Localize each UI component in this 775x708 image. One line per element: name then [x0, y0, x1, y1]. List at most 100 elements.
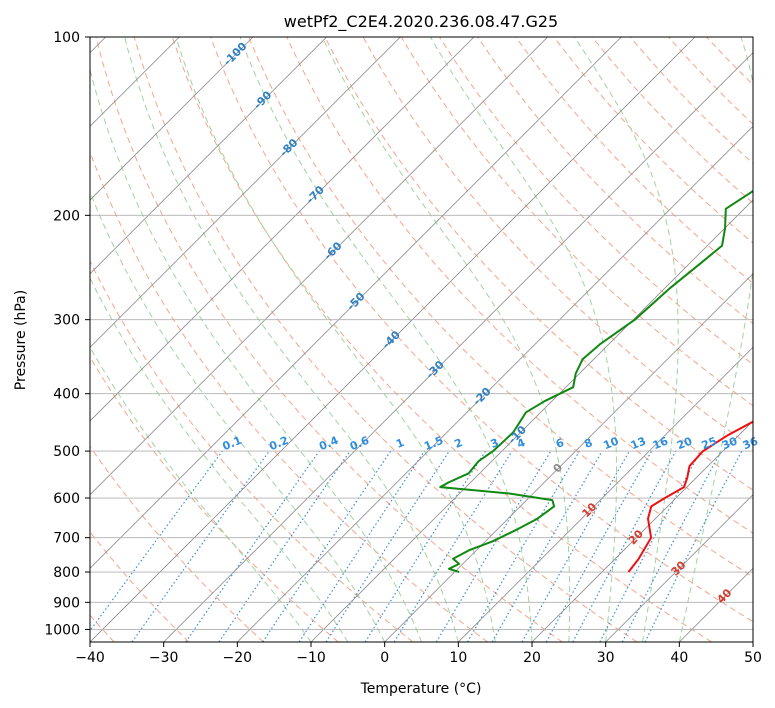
mixing-ratio-label: 2: [453, 436, 465, 451]
mixing-ratio-label: 0.1: [221, 434, 244, 453]
skewed-isotherm: [531, 420, 753, 642]
skewed-isotherm: [310, 199, 753, 642]
dry-adiabat: [515, 37, 753, 284]
isotherm-label: -100: [221, 39, 250, 68]
skewed-isotherm: [90, 37, 548, 496]
isotherm-label: 20: [626, 527, 646, 547]
y-tick-label: 900: [53, 595, 80, 611]
skewed-isotherm: [90, 37, 475, 422]
moist-adiabat: [90, 276, 349, 642]
dry-adiabat: [553, 37, 753, 244]
mixing-ratio-label: 13: [629, 435, 648, 453]
isotherm-label: 0: [551, 461, 566, 476]
skewed-isotherm: [458, 346, 753, 642]
skewed-isotherm: [90, 37, 254, 201]
mixing-ratio-label: 1: [394, 436, 406, 451]
y-tick-label: 700: [53, 531, 80, 547]
dry-adiabat: [591, 37, 753, 204]
dry-adiabat: [706, 37, 753, 86]
mixing-ratio-label: 30: [720, 434, 739, 452]
mixing-ratio-line: [90, 450, 223, 632]
skewed-isotherm: [163, 52, 753, 642]
moist-adiabat: [90, 190, 386, 642]
mixing-ratio-label: 36: [741, 434, 760, 452]
mixing-ratio-label: 20: [675, 434, 694, 452]
mixing-ratio-line: [364, 450, 486, 642]
mixing-ratio-line: [466, 450, 580, 642]
y-tick-label: 600: [53, 491, 80, 507]
isotherm-label: -80: [277, 136, 300, 159]
moist-adiabat: [321, 37, 571, 642]
mixing-ratio-line: [545, 450, 653, 642]
x-tick-label: −30: [149, 650, 179, 666]
y-tick-label: 300: [53, 313, 80, 329]
mixing-ratio-line: [185, 450, 320, 642]
dry-adiabat: [90, 445, 264, 642]
moist-adiabat: [90, 67, 422, 642]
moist-adiabat: [90, 346, 312, 642]
isotherm-label: -40: [380, 328, 403, 351]
mixing-ratio-label: 0.6: [348, 434, 371, 453]
moist-adiabat: [573, 37, 679, 642]
moist-adiabat: [429, 37, 617, 642]
skewed-isotherm: [90, 37, 622, 569]
isotherm-label: 30: [669, 558, 689, 578]
temperature-profile: [627, 420, 753, 573]
dry-adiabat: [95, 37, 563, 642]
skewed-isotherm: [679, 567, 753, 642]
x-tick-label: 20: [523, 650, 541, 666]
dry-adiabat: [90, 150, 488, 642]
x-tick-label: 10: [449, 650, 467, 666]
skewed-isotherm: [237, 125, 753, 642]
dry-adiabat: [668, 37, 753, 125]
mixing-ratio-line: [131, 450, 270, 642]
plot-profiles: [439, 189, 753, 573]
plot-frame: [89, 36, 754, 643]
moist-adiabat: [678, 37, 753, 642]
isopleth-labels: -100-90-80-70-60-50-40-30-20-10010203040…: [221, 39, 761, 606]
skewed-isotherm: [90, 37, 327, 275]
mixing-ratio-line: [262, 450, 392, 642]
skewed-isotherm: [90, 37, 696, 642]
chart-title: wetPf2_C2E4.2020.236.08.47.G25: [284, 12, 558, 32]
isotherm-label: 10: [579, 500, 599, 520]
plot-background-lines: [90, 37, 753, 642]
x-axis-label: Temperature (°C): [360, 681, 482, 697]
isotherm-label: -30: [424, 358, 447, 381]
mixing-ratio-label: 0.4: [317, 434, 340, 453]
skewed-isotherm: [384, 273, 753, 642]
moist-adiabat: [124, 37, 459, 642]
mixing-ratio-line: [644, 450, 743, 642]
mixing-ratio-label: 25: [700, 435, 719, 453]
mixing-ratio-label: 0.2: [267, 434, 290, 453]
y-tick-label: 800: [53, 565, 80, 581]
y-tick-label: 200: [53, 208, 80, 224]
dry-adiabat: [210, 37, 753, 623]
dry-adiabat: [286, 37, 753, 534]
isotherm-label: -70: [304, 183, 327, 206]
mixing-ratio-line: [572, 450, 677, 642]
skewed-isotherm: [605, 494, 753, 642]
moist-adiabat: [239, 37, 533, 642]
mixing-ratio-line: [325, 450, 450, 642]
isotherm-label: 40: [714, 586, 734, 606]
dry-adiabat: [133, 37, 638, 642]
dry-adiabat: [171, 37, 712, 642]
y-tick-label: 500: [53, 444, 80, 460]
x-tick-label: 40: [670, 650, 688, 666]
y-axis: 100 200 300 400 500 600 700 800 900 1000: [44, 30, 90, 638]
y-axis-label: Pressure (hPa): [13, 290, 29, 390]
mixing-ratio-line: [218, 450, 351, 642]
isotherm-label: -50: [344, 290, 367, 313]
dry-adiabat: [248, 37, 753, 578]
x-tick-label: −20: [223, 650, 253, 666]
mixing-ratio-line: [521, 450, 631, 642]
mixing-ratio-label: 16: [651, 434, 670, 452]
isotherm-label: -60: [321, 239, 344, 262]
mixing-ratio-line: [393, 450, 513, 642]
mixing-ratio-label: 4: [515, 436, 527, 451]
skewed-isotherm: [90, 37, 401, 348]
y-tick-label: 400: [53, 387, 80, 403]
mixing-ratio-label: 1.5: [422, 434, 445, 453]
